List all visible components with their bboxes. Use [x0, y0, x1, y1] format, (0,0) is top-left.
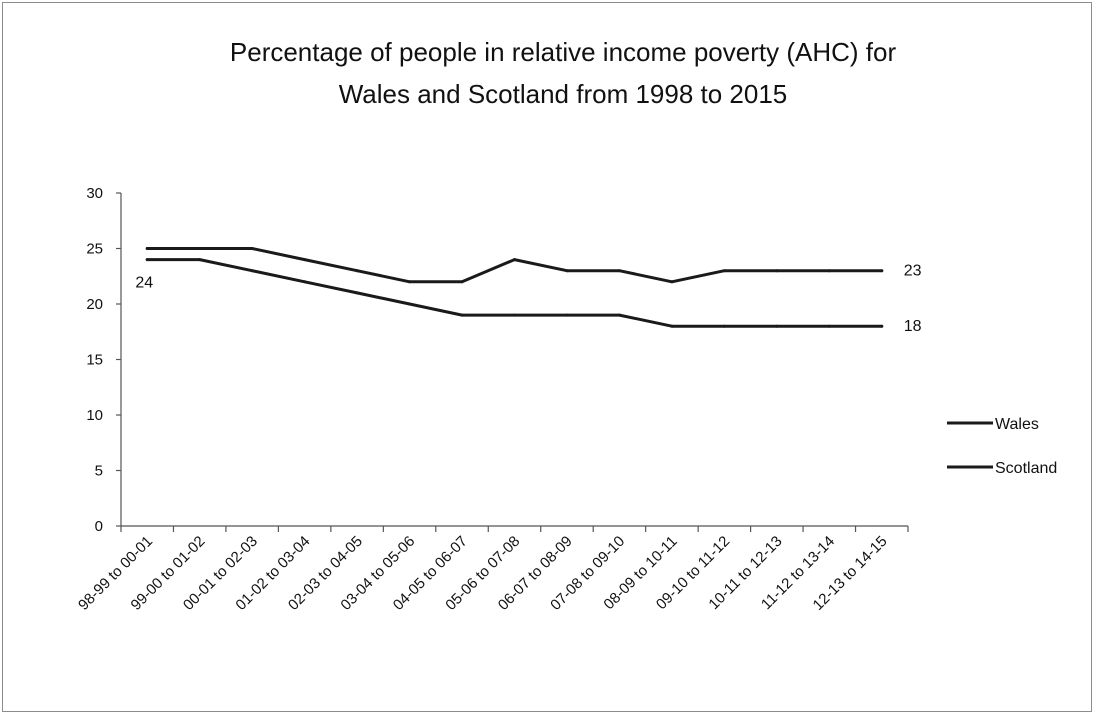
- data-label-wales: 23: [904, 263, 922, 280]
- data-point-scotland: [355, 291, 359, 295]
- data-point-wales: [145, 247, 149, 250]
- data-point-scotland: [722, 324, 726, 328]
- data-point-scotland: [408, 302, 412, 306]
- chart-title-line-1: Percentage of people in relative income …: [230, 37, 897, 67]
- data-point-wales: [408, 280, 412, 284]
- data-point-scotland: [617, 313, 621, 317]
- data-labels: 23 24 18: [135, 263, 921, 336]
- chart-title-line-2: Wales and Scotland from 1998 to 2015: [339, 79, 788, 109]
- y-tick-label: 0: [95, 518, 103, 535]
- legend: Wales Scotland: [947, 416, 1057, 477]
- data-point-wales: [775, 269, 779, 273]
- data-point-wales: [880, 269, 884, 273]
- data-point-wales: [198, 247, 202, 250]
- data-point-scotland: [250, 269, 254, 273]
- data-point-wales: [565, 269, 569, 273]
- y-tick-label: 10: [86, 407, 103, 424]
- data-label-scotland: 24: [135, 275, 153, 292]
- data-point-scotland: [198, 258, 202, 262]
- data-point-wales: [303, 258, 307, 262]
- data-point-wales: [827, 269, 831, 273]
- data-label-scotland: 18: [904, 318, 922, 335]
- data-point-scotland: [670, 324, 674, 328]
- data-point-scotland: [303, 280, 307, 284]
- y-tick-label: 15: [86, 352, 103, 369]
- data-point-wales: [513, 258, 516, 262]
- series-line-wales: [145, 247, 884, 284]
- data-point-scotland: [145, 258, 149, 262]
- data-point-wales: [670, 280, 674, 284]
- y-axis: 0 5 10 15 20 25 30: [86, 185, 122, 535]
- y-tick-label: 5: [95, 463, 103, 480]
- data-point-wales: [722, 269, 726, 273]
- legend-label-scotland: Scotland: [995, 460, 1057, 477]
- data-point-wales: [355, 269, 359, 273]
- data-point-scotland: [460, 313, 464, 317]
- y-tick-label: 20: [86, 296, 103, 313]
- data-point-scotland: [775, 324, 779, 328]
- data-point-scotland: [880, 324, 884, 328]
- legend-label-wales: Wales: [995, 416, 1039, 433]
- y-tick-label: 25: [86, 241, 103, 258]
- data-point-wales: [460, 280, 464, 284]
- series-layer: [145, 247, 884, 328]
- line-chart: Percentage of people in relative income …: [75, 37, 1057, 614]
- data-point-wales: [250, 247, 254, 250]
- y-tick-label: 30: [86, 185, 103, 202]
- data-point-scotland: [565, 313, 569, 317]
- data-point-scotland: [827, 324, 831, 328]
- data-point-scotland: [513, 313, 516, 317]
- data-point-wales: [617, 269, 621, 273]
- chart-title: Percentage of people in relative income …: [230, 37, 897, 109]
